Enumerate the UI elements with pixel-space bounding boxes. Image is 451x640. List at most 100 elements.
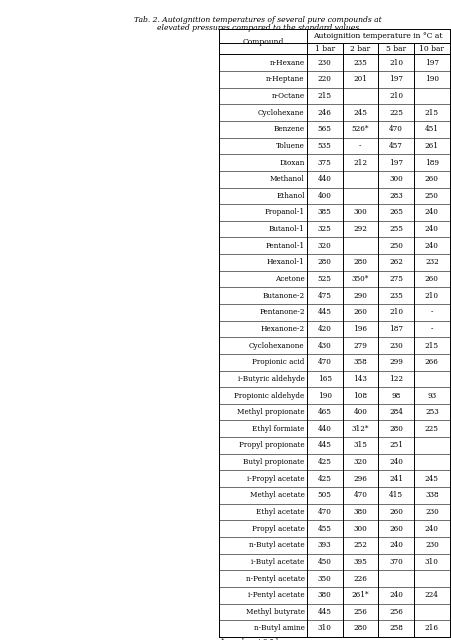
Text: n-Pentyl acetate: n-Pentyl acetate [245,575,304,582]
Text: 465: 465 [317,408,331,416]
Text: 232: 232 [424,259,438,266]
Text: 212: 212 [353,159,367,166]
Text: 250: 250 [388,242,402,250]
Text: 260: 260 [424,175,438,183]
Text: -: - [430,325,432,333]
Text: Ethanol: Ethanol [276,192,304,200]
Text: * = value at 2.5 bar: * = value at 2.5 bar [221,638,287,640]
Text: 283: 283 [388,192,402,200]
Text: 230: 230 [424,508,438,516]
Text: 525: 525 [317,275,331,283]
Text: 260: 260 [388,525,402,532]
Text: 251: 251 [388,442,402,449]
Text: 475: 475 [317,292,331,300]
Text: 143: 143 [353,375,367,383]
Text: 470: 470 [353,492,367,499]
Text: 2 bar: 2 bar [350,45,370,52]
Text: 225: 225 [388,109,402,116]
Text: 201: 201 [353,76,367,83]
Text: 216: 216 [424,625,438,632]
Text: 470: 470 [317,508,331,516]
Text: Butyl propionate: Butyl propionate [243,458,304,466]
Text: 256: 256 [353,608,367,616]
Text: 240: 240 [424,525,438,532]
Text: 300: 300 [353,525,367,532]
Text: 385: 385 [317,209,331,216]
Text: 224: 224 [424,591,438,599]
Text: 10 bar: 10 bar [419,45,443,52]
Text: 445: 445 [317,308,331,316]
Text: 299: 299 [388,358,402,366]
Text: 400: 400 [317,192,331,200]
Text: 246: 246 [317,109,331,116]
Text: 261: 261 [424,142,438,150]
Text: i-Butyl acetate: i-Butyl acetate [251,558,304,566]
Text: 210: 210 [424,292,438,300]
Text: Propyl acetate: Propyl acetate [251,525,304,532]
Text: 425: 425 [317,475,331,483]
Text: 445: 445 [317,608,331,616]
Text: Butanone-2: Butanone-2 [262,292,304,300]
Text: 350*: 350* [351,275,368,283]
Text: 440: 440 [317,425,331,433]
Text: 252: 252 [353,541,367,549]
Text: 258: 258 [388,625,402,632]
Text: Propionic acid: Propionic acid [252,358,304,366]
Text: Hexanone-2: Hexanone-2 [260,325,304,333]
Text: 1 bar: 1 bar [314,45,334,52]
Text: 535: 535 [317,142,331,150]
Text: Propyl propionate: Propyl propionate [239,442,304,449]
Text: Cyclohexane: Cyclohexane [258,109,304,116]
Text: 300: 300 [353,209,367,216]
Text: -: - [430,308,432,316]
Text: 280: 280 [317,259,331,266]
Text: 225: 225 [424,425,438,433]
Text: 350: 350 [317,575,331,582]
Text: Methyl butyrate: Methyl butyrate [245,608,304,616]
Text: 240: 240 [424,242,438,250]
Text: 505: 505 [317,492,331,499]
Text: 425: 425 [317,458,331,466]
Text: 420: 420 [317,325,331,333]
Text: 445: 445 [317,442,331,449]
Text: 230: 230 [317,59,331,67]
Text: 415: 415 [388,492,402,499]
Text: 256: 256 [388,608,402,616]
Text: 260: 260 [424,275,438,283]
Text: 275: 275 [388,275,402,283]
Text: Methanol: Methanol [269,175,304,183]
Text: 266: 266 [424,358,438,366]
Text: 189: 189 [424,159,438,166]
Text: 245: 245 [424,475,438,483]
Text: 450: 450 [317,558,331,566]
Text: 245: 245 [353,109,367,116]
Text: 230: 230 [388,342,402,349]
Text: 253: 253 [424,408,438,416]
Text: 235: 235 [353,59,367,67]
Text: elevated pressures compared to the standard values: elevated pressures compared to the stand… [156,24,358,32]
Text: 5 bar: 5 bar [385,45,405,52]
Text: 215: 215 [317,92,331,100]
Text: 380: 380 [353,508,367,516]
Text: 380: 380 [317,591,331,599]
Text: 451: 451 [424,125,438,133]
Text: 315: 315 [353,442,367,449]
Text: -: - [359,142,361,150]
Text: 310: 310 [317,625,331,632]
Text: 393: 393 [317,541,331,549]
Text: Ethyl acetate: Ethyl acetate [255,508,304,516]
Text: Pentanol-1: Pentanol-1 [265,242,304,250]
Text: 290: 290 [353,292,367,300]
Text: 240: 240 [388,541,402,549]
Text: 457: 457 [388,142,402,150]
Text: 300: 300 [388,175,402,183]
Text: 197: 197 [388,159,402,166]
Text: 265: 265 [388,209,402,216]
Text: 262: 262 [388,259,402,266]
Text: 235: 235 [388,292,402,300]
Text: 312*: 312* [351,425,368,433]
Text: 375: 375 [317,159,331,166]
Text: 470: 470 [388,125,402,133]
Text: 210: 210 [388,59,402,67]
Text: 440: 440 [317,175,331,183]
